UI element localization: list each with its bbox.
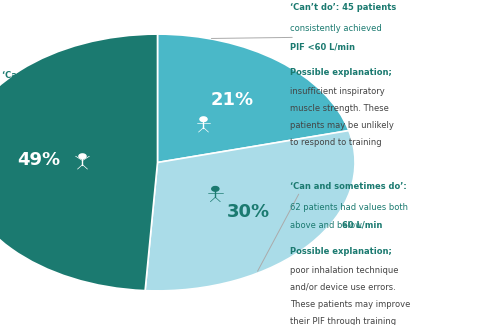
Circle shape — [79, 154, 86, 159]
Wedge shape — [158, 34, 349, 162]
Text: Possible explanation;: Possible explanation; — [290, 247, 392, 256]
Text: Possible explanation;: Possible explanation; — [290, 68, 392, 77]
Text: PIF <60 L/min: PIF <60 L/min — [290, 42, 355, 51]
Text: 49%: 49% — [18, 151, 60, 169]
Text: insufficient inspiratory: insufficient inspiratory — [290, 87, 385, 96]
Text: muscle strength. These: muscle strength. These — [290, 104, 389, 113]
Text: PIF ≥60 L/min: PIF ≥60 L/min — [32, 111, 97, 120]
Text: poor inhalation technique: poor inhalation technique — [290, 266, 399, 275]
Circle shape — [200, 117, 207, 122]
Text: ‘Can’t do’: 45 patients: ‘Can’t do’: 45 patients — [290, 3, 396, 12]
Text: to respond to training: to respond to training — [290, 138, 382, 147]
Circle shape — [212, 187, 219, 191]
Wedge shape — [0, 34, 158, 291]
Text: ‘Can and consistently do’:: ‘Can and consistently do’: — [2, 72, 126, 81]
Text: 62 patients had values both: 62 patients had values both — [290, 203, 408, 212]
Text: 102 patients consistently: 102 patients consistently — [2, 93, 108, 102]
Text: 60 L/min: 60 L/min — [342, 221, 383, 230]
Text: their PIF through training: their PIF through training — [290, 317, 396, 325]
Text: achieved: achieved — [2, 111, 43, 120]
Text: consistently achieved: consistently achieved — [290, 24, 382, 33]
Wedge shape — [145, 131, 355, 291]
Text: 21%: 21% — [211, 91, 254, 109]
Text: patients may be unlikely: patients may be unlikely — [290, 121, 394, 130]
Text: above and below: above and below — [290, 221, 364, 230]
Text: 30%: 30% — [227, 202, 270, 221]
Text: ‘Can and sometimes do’:: ‘Can and sometimes do’: — [290, 182, 407, 191]
Text: These patients may improve: These patients may improve — [290, 300, 410, 309]
Text: and/or device use errors.: and/or device use errors. — [290, 283, 396, 292]
